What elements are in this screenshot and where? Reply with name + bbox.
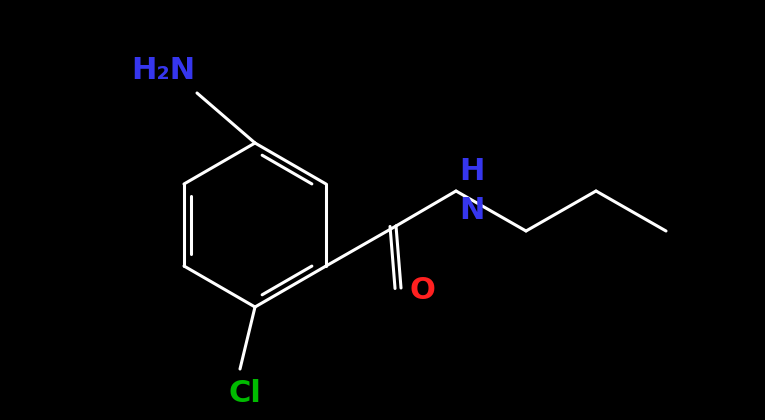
Text: H₂N: H₂N (131, 56, 195, 85)
Text: O: O (409, 276, 435, 304)
Text: H: H (459, 157, 484, 186)
Text: Cl: Cl (229, 379, 262, 408)
Text: N: N (459, 196, 484, 225)
